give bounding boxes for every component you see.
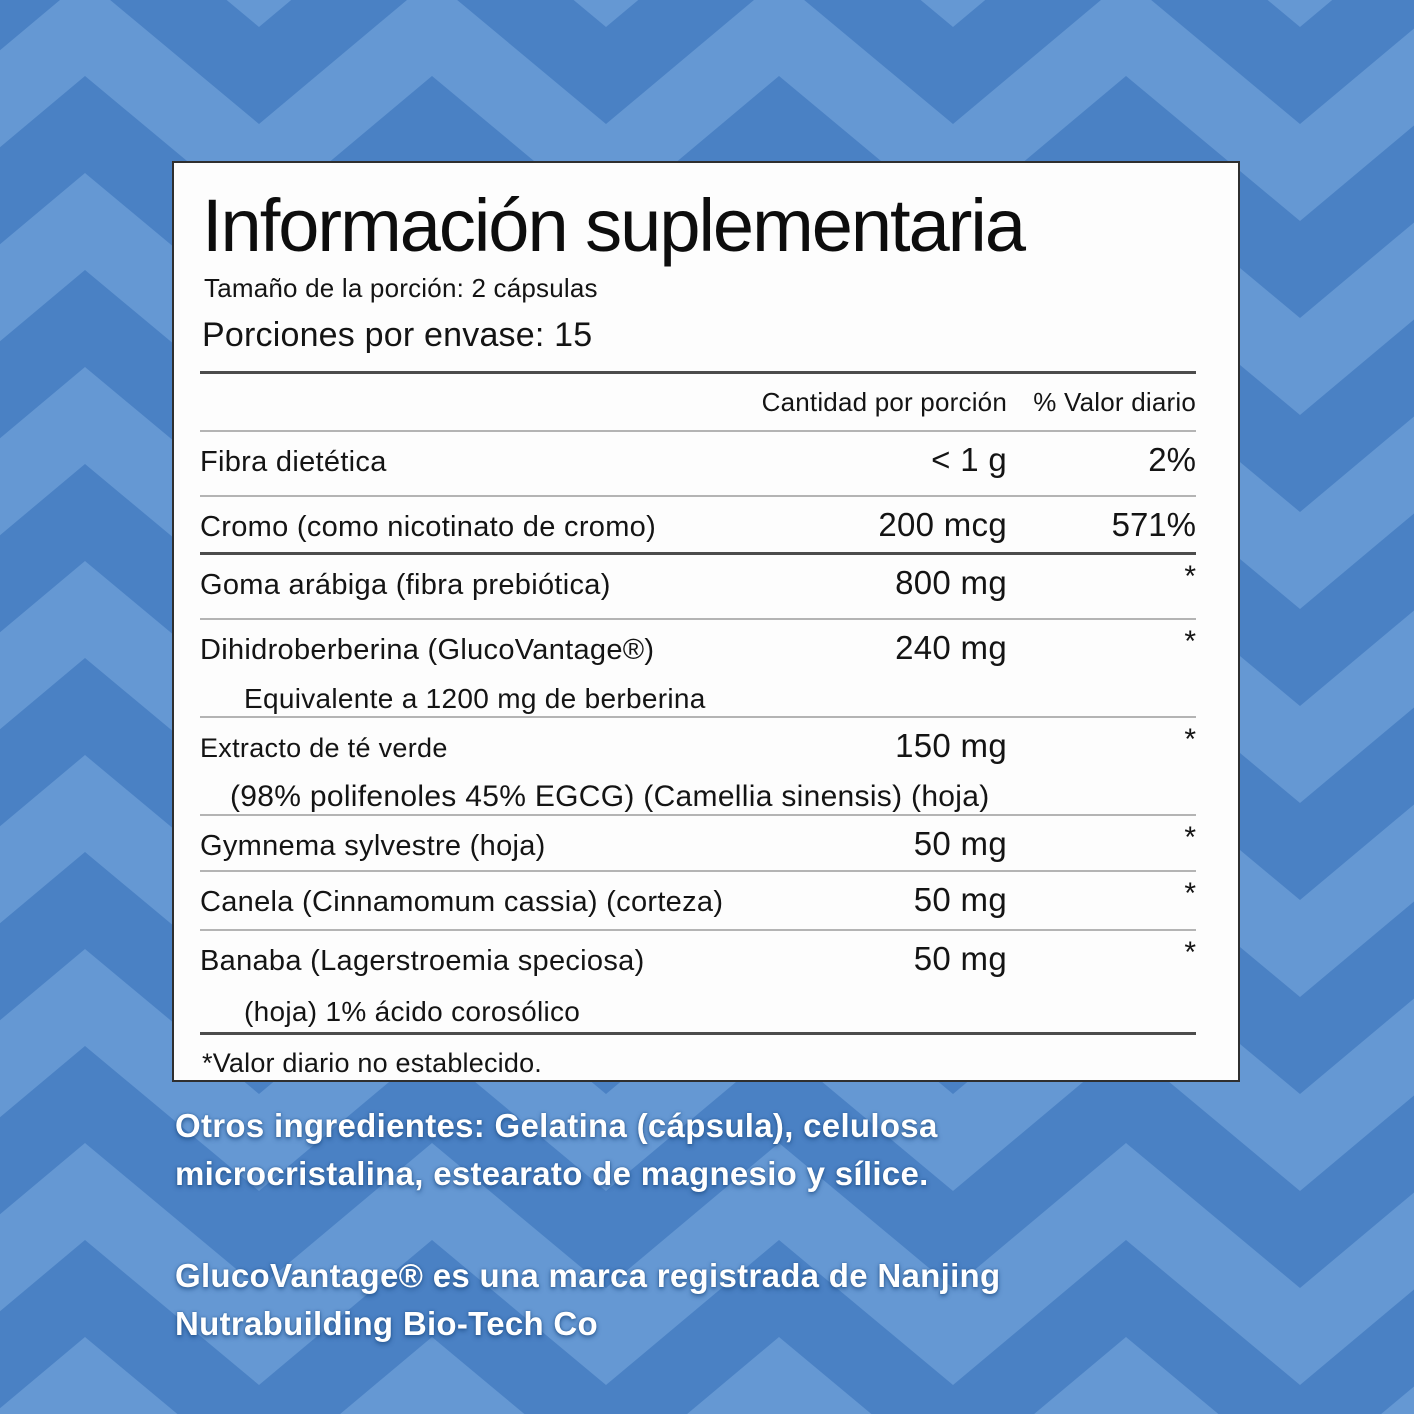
table-row: Dihidroberberina (GlucoVantage®) 240 mg … <box>200 620 1196 716</box>
divider-thin <box>200 870 1196 872</box>
ingredient-amount: 50 mg <box>913 881 1007 918</box>
table-header-row: Cantidad por porción % Valor diario <box>200 374 1196 430</box>
ingredient-amount: 800 mg <box>895 564 1007 601</box>
page-title: Información suplementaria <box>202 184 1026 267</box>
supplement-facts-panel: Información suplementaria Tamaño de la p… <box>172 161 1240 1082</box>
ingredient-subtext: (98% polifenoles 45% EGCG) (Camellia sin… <box>230 779 990 813</box>
ingredient-name: Dihidroberberina (GlucoVantage®) <box>200 634 655 666</box>
table-row: Cromo (como nicotinato de cromo) 200 mcg… <box>200 497 1196 552</box>
divider-medium <box>200 1032 1196 1035</box>
divider-thin <box>200 495 1196 497</box>
ingredient-amount: < 1 g <box>931 441 1007 478</box>
table-row: Fibra dietética < 1 g 2% <box>200 432 1196 495</box>
servings-per-container-text: Porciones por envase: 15 <box>202 316 593 354</box>
ingredient-daily-value: * <box>1184 821 1196 854</box>
divider-thin <box>200 618 1196 620</box>
ingredient-amount: 200 mcg <box>878 506 1007 543</box>
ingredient-daily-value: * <box>1184 936 1196 969</box>
ingredient-name: Banaba (Lagerstroemia speciosa) <box>200 945 645 977</box>
divider-medium <box>200 552 1196 555</box>
ingredient-name: Canela (Cinnamomum cassia) (corteza) <box>200 886 724 918</box>
divider-medium <box>200 371 1196 374</box>
ingredient-name: Gymnema sylvestre (hoja) <box>200 830 546 862</box>
table-row: Banaba (Lagerstroemia speciosa) 50 mg * … <box>200 931 1196 1032</box>
ingredient-daily-value: 571% <box>1111 506 1196 543</box>
ingredient-amount: 50 mg <box>913 940 1007 977</box>
divider-thin <box>200 929 1196 931</box>
other-ingredients-text: Otros ingredientes: Gelatina (cápsula), … <box>175 1102 1000 1198</box>
ingredient-name: Extracto de té verde <box>200 733 448 763</box>
ingredient-daily-value: * <box>1184 877 1196 910</box>
column-header-amount: Cantidad por porción <box>761 387 1007 417</box>
table-row: Extracto de té verde 150 mg * (98% polif… <box>200 718 1196 814</box>
ingredient-daily-value: * <box>1184 723 1196 756</box>
other-ingredients-line1: Otros ingredientes: Gelatina (cápsula), … <box>175 1107 938 1144</box>
trademark-text: GlucoVantage® es una marca registrada de… <box>175 1252 1000 1348</box>
column-header-daily-value: % Valor diario <box>1033 387 1196 417</box>
divider-thin <box>200 716 1196 718</box>
serving-size-text: Tamaño de la porción: 2 cápsulas <box>204 273 598 303</box>
ingredient-subtext: (hoja) 1% ácido corosólico <box>244 996 581 1027</box>
other-ingredients-line2: microcristalina, estearato de magnesio y… <box>175 1155 929 1192</box>
daily-value-footnote: *Valor diario no establecido. <box>202 1048 543 1078</box>
ingredient-daily-value: 2% <box>1148 441 1196 478</box>
ingredient-amount: 150 mg <box>895 727 1007 764</box>
ingredient-name: Goma arábiga (fibra prebiótica) <box>200 569 611 601</box>
ingredient-subtext: Equivalente a 1200 mg de berberina <box>244 682 706 714</box>
trademark-line1: GlucoVantage® es una marca registrada de… <box>175 1257 1001 1294</box>
ingredient-daily-value: * <box>1184 560 1196 593</box>
table-row: Goma arábiga (fibra prebiótica) 800 mg * <box>200 555 1196 618</box>
below-panel-text: Otros ingredientes: Gelatina (cápsula), … <box>175 1102 1000 1348</box>
ingredient-amount: 240 mg <box>895 629 1007 666</box>
ingredient-name: Fibra dietética <box>200 446 387 478</box>
ingredient-name: Cromo (como nicotinato de cromo) <box>200 511 657 543</box>
trademark-line2: Nutrabuilding Bio-Tech Co <box>175 1305 599 1342</box>
table-row: Gymnema sylvestre (hoja) 50 mg * <box>200 816 1196 870</box>
divider-thin <box>200 814 1196 816</box>
table-row: Canela (Cinnamomum cassia) (corteza) 50 … <box>200 872 1196 929</box>
ingredient-amount: 50 mg <box>913 825 1007 862</box>
ingredient-daily-value: * <box>1184 625 1196 658</box>
divider-thin <box>200 430 1196 432</box>
